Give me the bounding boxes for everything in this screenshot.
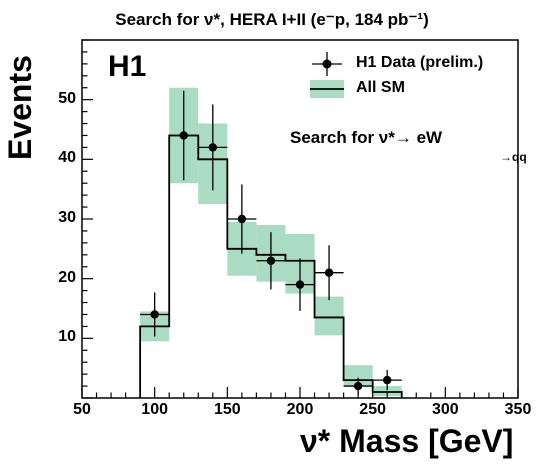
x-tick-label: 300 xyxy=(431,401,459,418)
data-point-marker xyxy=(295,280,305,289)
data-point xyxy=(169,90,199,181)
y-tick-label: 40 xyxy=(58,149,76,167)
plot-frame xyxy=(81,39,519,399)
experiment-label: H1 xyxy=(108,50,147,83)
chart-title: Search for ν*, HERA I+II (e⁻p, 184 pb⁻¹) xyxy=(115,10,429,29)
data-points xyxy=(140,90,402,395)
legend xyxy=(310,52,344,98)
x-tick-label: 100 xyxy=(141,401,168,418)
data-point xyxy=(256,232,286,290)
x-axis-label: ν* Mass [GeV] xyxy=(300,423,514,459)
x-tick-label: 250 xyxy=(359,401,386,418)
data-point xyxy=(227,184,257,254)
y-tick-label: 20 xyxy=(58,268,76,286)
data-point xyxy=(372,369,402,391)
data-point-marker xyxy=(324,268,334,277)
legend-entry-data: H1 Data (prelim.) xyxy=(356,54,484,71)
data-point-marker xyxy=(266,256,276,265)
data-point-marker xyxy=(353,381,363,391)
y-tick-label: 30 xyxy=(58,209,76,226)
data-point-marker xyxy=(179,131,188,140)
data-point-marker xyxy=(208,143,217,152)
data-point xyxy=(314,245,344,301)
data-point xyxy=(343,377,373,395)
y-tick-label: 10 xyxy=(58,328,76,346)
y-axis-label: Events xyxy=(2,55,38,160)
legend-data-marker xyxy=(322,59,332,69)
legend-entry-sm: All SM xyxy=(356,79,405,96)
data-point xyxy=(285,258,315,311)
x-tick-label: 150 xyxy=(213,401,241,418)
data-point xyxy=(198,104,228,191)
x-tick-label: 200 xyxy=(286,401,314,418)
axes xyxy=(81,39,519,399)
y-tick-label: 50 xyxy=(58,89,76,107)
sm-band-bin xyxy=(314,296,344,336)
x-tick-label: 50 xyxy=(73,401,91,418)
x-tick-label: 350 xyxy=(504,401,532,418)
data-point-marker xyxy=(150,310,159,319)
data-point-marker xyxy=(237,214,247,224)
annotation: Search for ν*→ eW xyxy=(290,128,443,147)
data-point xyxy=(140,292,170,337)
data-point-marker xyxy=(383,375,392,385)
annotation-subscript: →qq xyxy=(500,150,527,164)
